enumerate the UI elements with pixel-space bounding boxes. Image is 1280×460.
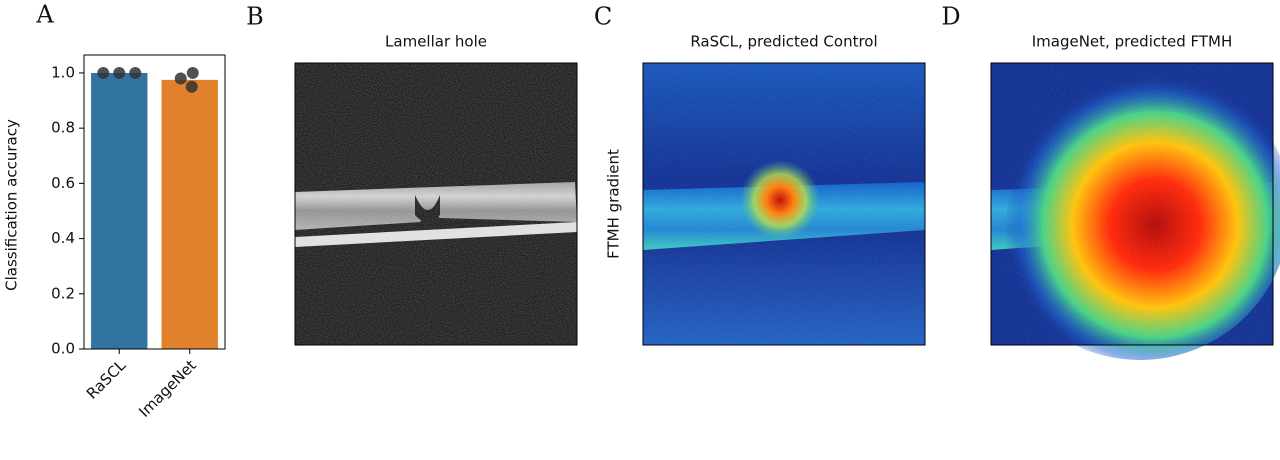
y-tick-label: 1.0 [51, 63, 75, 81]
data-point [186, 66, 199, 79]
x-tick-label: ImageNet [135, 356, 200, 421]
panel-y-label: FTMH gradient [605, 149, 623, 259]
x-tick-label: RaSCL [83, 356, 130, 403]
panel-title: RaSCL, predicted Control [690, 33, 877, 51]
y-tick-label: 0.0 [51, 340, 75, 358]
data-point [129, 66, 142, 79]
bar [161, 79, 218, 350]
y-tick-label: 0.8 [51, 119, 75, 137]
data-point [97, 66, 110, 79]
panel-letter: C [594, 3, 612, 31]
heatmap-image [990, 60, 1280, 360]
panel-letter: D [941, 3, 960, 31]
heatmap-image [642, 62, 926, 346]
bar [91, 72, 148, 349]
y-tick-label: 0.6 [51, 174, 75, 192]
y-tick-label: 0.2 [51, 284, 75, 302]
data-point [113, 66, 126, 79]
axes-frame [83, 54, 226, 350]
data-point [185, 80, 198, 93]
y-axis-label: Classification accuracy [3, 119, 21, 291]
y-tick-label: 0.4 [51, 229, 75, 247]
panel-letter: B [246, 3, 264, 31]
oct-image [294, 62, 578, 346]
data-point [174, 72, 187, 85]
panel-letter: A [35, 1, 54, 29]
panel-title: ImageNet, predicted FTMH [1032, 33, 1233, 51]
panel-title: Lamellar hole [385, 33, 487, 51]
